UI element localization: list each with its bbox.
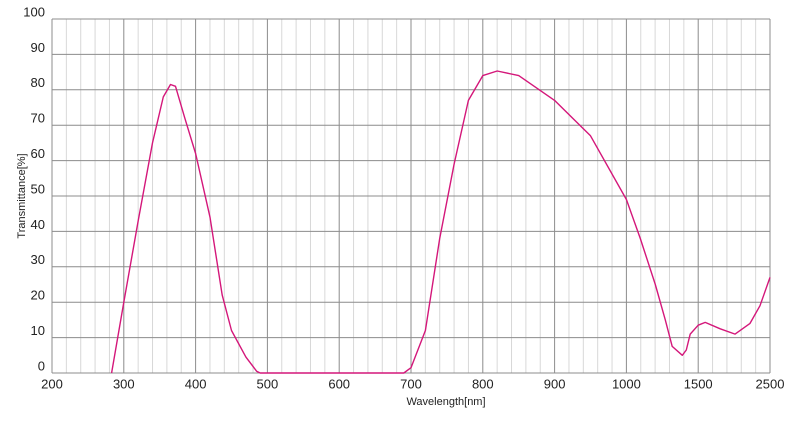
y-tick-label: 70: [31, 111, 45, 126]
x-tick-label: 500: [257, 376, 279, 391]
y-tick-label: 90: [31, 40, 45, 55]
x-tick-label: 1000: [612, 376, 641, 391]
x-tick-label: 600: [328, 376, 350, 391]
x-tick-label: 2500: [756, 376, 785, 391]
y-tick-label: 30: [31, 252, 45, 267]
y-tick-label: 60: [31, 146, 45, 161]
y-tick-label: 80: [31, 75, 45, 90]
x-tick-label: 800: [472, 376, 494, 391]
y-tick-label: 10: [31, 323, 45, 338]
y-tick-label: 20: [31, 288, 45, 303]
y-axis-label: Transmittance[%]: [16, 153, 28, 238]
x-tick-label: 200: [41, 376, 63, 391]
x-tick-label: 700: [400, 376, 422, 391]
y-tick-label: 100: [23, 4, 45, 19]
x-tick-label: 400: [185, 376, 207, 391]
x-tick-label: 900: [544, 376, 566, 391]
y-tick-label: 40: [31, 217, 45, 232]
x-tick-label: 300: [113, 376, 135, 391]
x-axis-label: Wavelength[nm]: [406, 396, 485, 408]
line-series: [110, 70, 771, 374]
y-tick-label: 50: [31, 181, 45, 196]
x-tick-label: 1500: [684, 376, 713, 391]
y-tick-label: 0: [38, 358, 45, 373]
